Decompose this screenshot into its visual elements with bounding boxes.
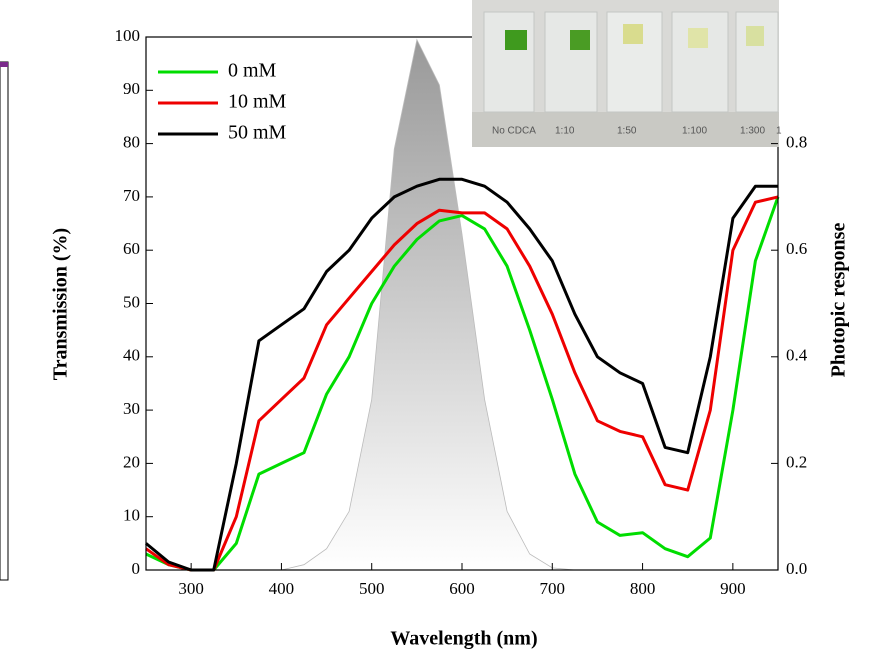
- inset-photo: [472, 0, 779, 147]
- inset-label: 1:50: [617, 126, 637, 137]
- inset-label: 1:300: [740, 126, 765, 137]
- y2-tick-label: 0.8: [786, 133, 807, 152]
- series-line: [145, 196, 780, 572]
- y-tick-label: 30: [123, 399, 140, 418]
- legend-label: 10 mM: [228, 91, 287, 113]
- photopic-area: [146, 39, 778, 570]
- y-tick-label: 60: [123, 239, 140, 258]
- y-tick-label: 50: [123, 292, 140, 311]
- y2-tick-label: 0.4: [786, 346, 808, 365]
- x-tick-label: 800: [630, 579, 656, 598]
- x-tick-label: 300: [178, 579, 204, 598]
- y-tick-label: 0: [132, 559, 141, 578]
- y-tick-label: 40: [123, 346, 140, 365]
- inset-label: 1: [776, 126, 782, 137]
- x-tick-label: 500: [359, 579, 385, 598]
- inset-label: No CDCA: [492, 126, 536, 137]
- y-tick-label: 70: [123, 186, 140, 205]
- inset-label: 1:100: [682, 126, 707, 137]
- legend-label: 50 mM: [228, 122, 287, 144]
- x-tick-label: 600: [449, 579, 475, 598]
- y-tick-label: 10: [123, 506, 140, 525]
- series-line: [145, 195, 779, 572]
- y-tick-label: 90: [123, 79, 140, 98]
- y-tick-label: 100: [115, 26, 141, 45]
- y-tick-label: 80: [123, 133, 140, 152]
- y2-axis-label: Photopic response: [828, 223, 850, 378]
- side-panel-bar: [0, 62, 8, 67]
- y2-tick-label: 0.0: [786, 559, 807, 578]
- y2-tick-label: 0.6: [786, 239, 807, 258]
- inset-label: 1:10: [555, 126, 575, 137]
- y-axis-label: Transmission (%): [50, 228, 72, 380]
- y2-tick-label: 0.2: [786, 452, 807, 471]
- x-tick-label: 400: [269, 579, 295, 598]
- series-line: [145, 177, 778, 572]
- x-axis-label: Wavelength (nm): [390, 628, 537, 649]
- y-tick-label: 20: [123, 452, 140, 471]
- x-tick-label: 900: [720, 579, 746, 598]
- x-tick-label: 700: [540, 579, 566, 598]
- legend-label: 0 mM: [228, 60, 277, 82]
- side-panel: [0, 61, 9, 581]
